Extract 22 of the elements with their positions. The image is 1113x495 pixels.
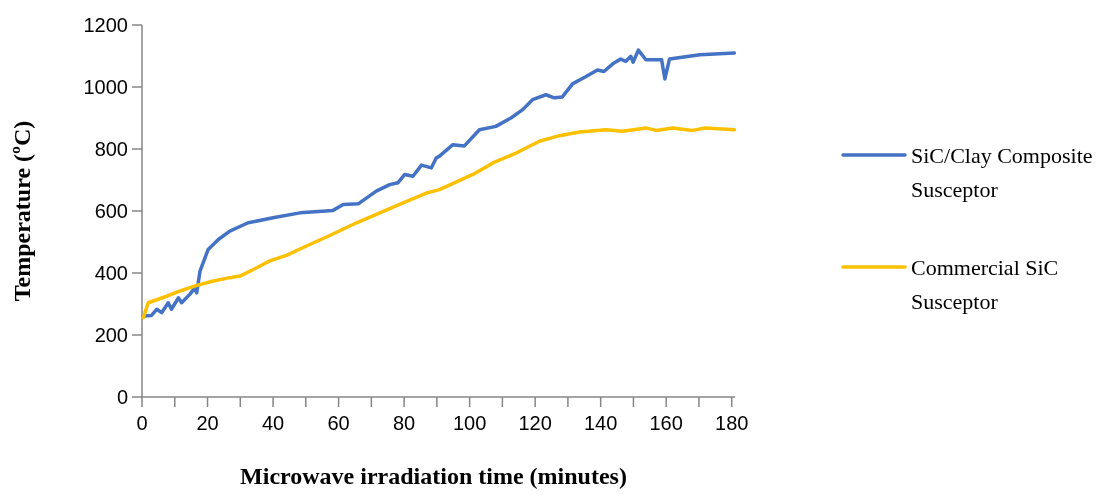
y-axis-title: Temperature (ºC) bbox=[9, 120, 35, 302]
legend-label: SiC/Clay Composite Susceptor bbox=[911, 142, 1093, 202]
x-tick-label: 80 bbox=[392, 412, 416, 434]
y-tick-label: 800 bbox=[94, 138, 128, 160]
y-tick-label: 1200 bbox=[83, 14, 128, 36]
x-tick-label: 140 bbox=[583, 412, 618, 434]
x-axis-title: Microwave irradiation time (minutes) bbox=[240, 463, 627, 489]
x-tick-label: 0 bbox=[136, 412, 148, 434]
y-tick-label: 200 bbox=[94, 324, 128, 346]
y-tick-label: 0 bbox=[116, 386, 128, 408]
x-tick-label: 160 bbox=[649, 412, 683, 434]
legend-label: Commercial SiC Susceptor bbox=[911, 254, 1059, 314]
y-tick-label: 400 bbox=[94, 262, 128, 284]
x-tick-label: 40 bbox=[261, 412, 285, 434]
x-tick-label: 20 bbox=[196, 412, 219, 434]
y-tick-label: 1000 bbox=[83, 76, 128, 98]
x-tick-label: 120 bbox=[518, 412, 552, 434]
y-tick-label: 600 bbox=[94, 200, 128, 222]
x-tick-label: 60 bbox=[327, 412, 350, 434]
x-tick-label: 100 bbox=[452, 412, 487, 434]
line-series bbox=[141, 126, 737, 320]
x-tick-label: 180 bbox=[715, 412, 749, 434]
